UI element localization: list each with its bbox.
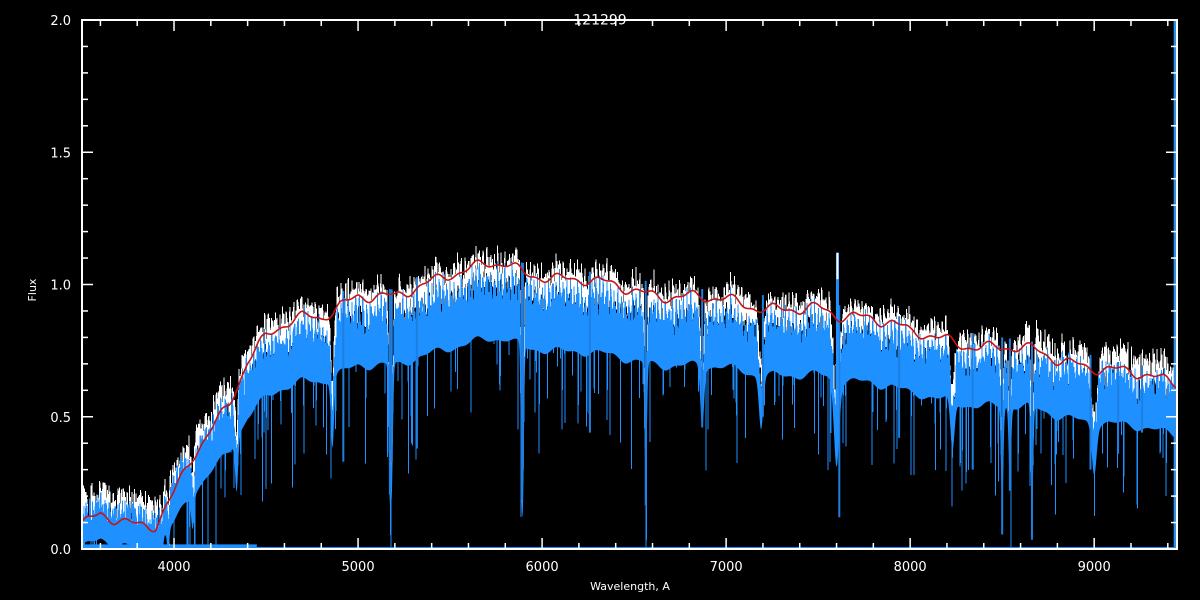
spectrum-data-layer [81,20,1178,549]
y-tick-label: 1.5 [50,146,71,161]
x-tick-label: 4000 [157,560,190,575]
x-tick-label: 9000 [1078,560,1111,575]
x-axis-tick-labels: 4000 5000 6000 7000 8000 9000 [157,560,1110,575]
y-tick-label: 1.0 [50,279,71,294]
x-tick-label: 6000 [526,560,559,575]
x-tick-label: 8000 [894,560,927,575]
y-axis-tick-labels: 0.0 0.5 1.0 1.5 2.0 [50,14,71,558]
y-tick-label: 2.0 [50,14,71,29]
y-tick-label: 0.5 [50,411,71,426]
y-tick-label: 0.0 [50,543,71,558]
y-axis-label: Flux [26,278,39,301]
x-tick-label: 7000 [710,560,743,575]
x-tick-label: 5000 [342,560,375,575]
x-axis-label: Wavelength, A [590,580,670,593]
axis-frame [81,19,1178,550]
